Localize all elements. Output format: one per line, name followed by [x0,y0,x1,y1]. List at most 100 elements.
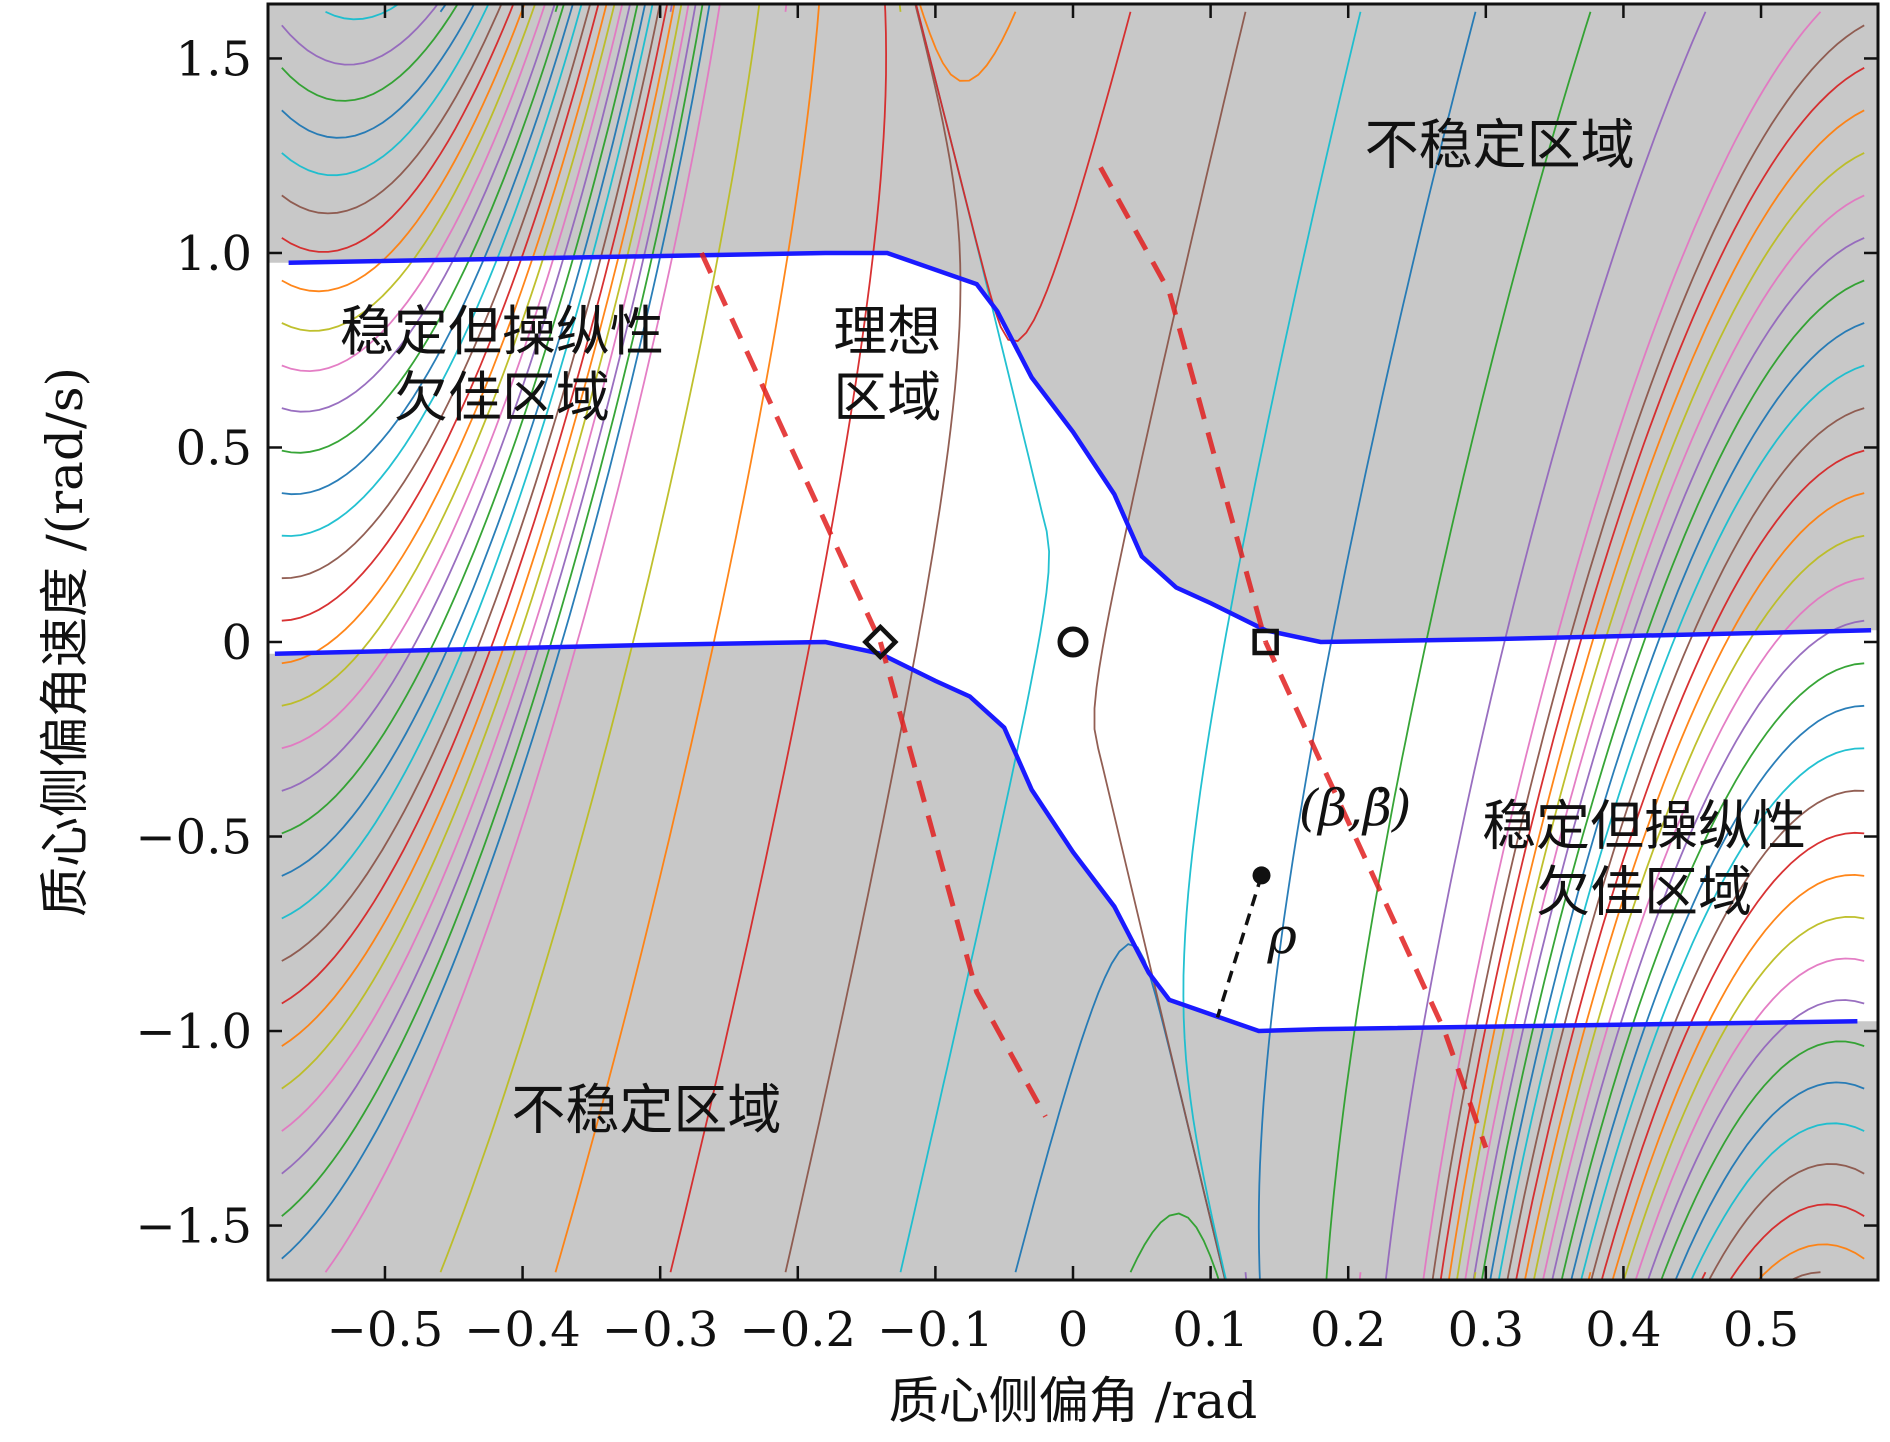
trajectory-line [1480,279,1865,1280]
y-axis-label: 质心侧偏角速度 /(rad/s) [36,367,94,917]
x-tick-label: 0.3 [1448,1302,1524,1358]
annotations: (β,β̇) ρ [1266,779,1411,965]
trajectory-line [439,4,761,1273]
trajectory-line [281,4,639,835]
trajectory-line [1129,1212,1220,1280]
trajectory-line [1757,1243,1865,1280]
trajectory-line [281,4,476,139]
trajectory-line [1439,67,1865,1280]
x-tick-label: −0.1 [877,1302,994,1358]
trajectory-line [1532,534,1865,1280]
x-tick-label: −0.2 [740,1302,857,1358]
trajectory-line [281,4,574,496]
x-tick-label: −0.5 [327,1302,444,1358]
trajectory-line [281,4,711,1260]
trajectory-line [281,4,600,622]
trajectory-line [281,4,654,920]
trajectory-line [281,4,592,580]
trajectory-line [1622,915,1865,1280]
trajectory-line [281,4,526,293]
x-tick-label: −0.4 [464,1302,581,1358]
trajectory-line [324,4,721,1273]
trajectory-line [1515,449,1865,1280]
y-tick-label: −0.5 [135,810,252,866]
trajectory-line [1560,662,1865,1280]
trajectory-line [1580,747,1865,1280]
trajectory-line [281,4,669,1005]
trajectory-line [1489,322,1865,1280]
trajectory-line [1634,957,1865,1280]
trajectory-line [1674,1081,1865,1280]
x-tick-label: −0.3 [602,1302,719,1358]
trajectory-line [1456,152,1865,1280]
trajectory-line [281,4,546,373]
trajectory-line [1600,831,1865,1280]
trajectory-line [1647,999,1865,1280]
trajectory-line [281,4,676,1047]
x-axis-ticks: −0.5 −0.4 −0.3 −0.2 −0.1 0 0.1 0.2 0.3 0.4 0.5 [327,4,1799,1358]
trajectory-line [1590,789,1865,1280]
trajectory-line [1384,11,1707,1280]
x-tick-label: 0.5 [1723,1302,1799,1358]
trajectory-line [281,4,515,253]
trajectory-line [281,4,439,66]
y-tick-label: 1.0 [176,226,252,282]
x-tick-label: 0.1 [1172,1302,1248,1358]
marker-right-saddle [1252,628,1279,656]
y-tick-label: 0 [221,615,252,671]
annotation-rho-label: ρ [1266,907,1297,965]
region-label-ideal: 理想区域 [833,300,941,429]
x-tick-label: 0.2 [1310,1302,1386,1358]
trajectory-line [1729,1203,1865,1280]
trajectory-line [918,4,1017,82]
trajectory-line [1789,1271,1821,1280]
trajectory-line [281,4,647,877]
markers [862,623,1279,1018]
trajectory-line [281,4,537,332]
trajectory-line [281,4,661,962]
marker-sample-point [1252,866,1271,885]
region-label-line: 理想 [833,300,941,363]
trajectory-line [281,4,583,537]
trajectory-line [784,4,962,1273]
dashed-line-left-lower [877,641,1048,1118]
region-label-line: 不稳定区域 [1365,114,1635,177]
trajectory-line [1690,1122,1865,1280]
trajectory-line [1708,1163,1865,1280]
trajectory-line [1325,11,1592,1280]
trajectory-line [1570,704,1865,1280]
trajectory-line [914,4,1132,342]
x-tick-label: 0.4 [1585,1302,1661,1358]
stable-region-fill [268,253,1878,1031]
trajectory-line [1093,11,1247,1280]
trajectory-line [1506,407,1865,1280]
stable-region [268,253,1878,1031]
y-tick-label: −1.0 [135,1004,252,1060]
trajectory-line [281,4,459,102]
trajectory-line [1660,1040,1865,1280]
region-label-line: 区域 [833,366,941,429]
trajectory-line [1464,194,1865,1280]
y-tick-label: 1.5 [176,31,252,87]
region-label-line: 不稳定区域 [511,1078,781,1141]
stable-boundary [274,250,1872,1034]
trajectory-line [1524,492,1865,1280]
trajectory-line [1422,11,1822,1280]
trajectory-line [281,4,704,1217]
region-label-line: 稳定但操纵性 [340,300,664,363]
trajectory-line [281,4,697,1175]
trajectory-line [1542,577,1865,1280]
trajectory-line [669,4,888,1273]
dashed-lines [699,166,1489,1149]
trajectory-line [1257,11,1477,1280]
region-label-line: 欠佳区域 [1536,860,1752,923]
region-label-line: 欠佳区域 [394,366,610,429]
trajectory-line [1551,619,1865,1280]
annotation-point-label: (β,β̇) [1299,779,1412,837]
dashed-line-right-upper [1098,166,1269,643]
x-tick-label: 0 [1058,1302,1089,1358]
x-axis-label: 质心侧偏角 /rad [889,1372,1257,1430]
trajectory-line [281,4,690,1132]
